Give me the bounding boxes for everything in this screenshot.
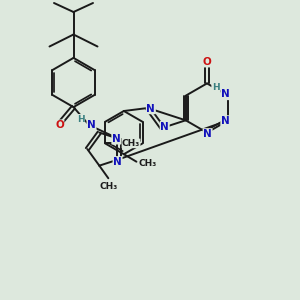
Text: H: H	[77, 115, 85, 124]
Text: CH₃: CH₃	[100, 182, 118, 191]
Text: N: N	[112, 134, 121, 144]
Text: N: N	[221, 116, 230, 126]
Text: H: H	[212, 83, 220, 92]
Text: N: N	[113, 157, 122, 167]
Text: N: N	[221, 89, 230, 100]
Text: O: O	[55, 120, 64, 130]
Text: CH₃: CH₃	[122, 139, 140, 148]
Text: N: N	[203, 129, 212, 139]
Text: N: N	[87, 120, 96, 130]
Text: N: N	[160, 122, 169, 132]
Text: O: O	[202, 57, 211, 67]
Text: CH₃: CH₃	[138, 159, 157, 168]
Text: N: N	[146, 103, 155, 114]
